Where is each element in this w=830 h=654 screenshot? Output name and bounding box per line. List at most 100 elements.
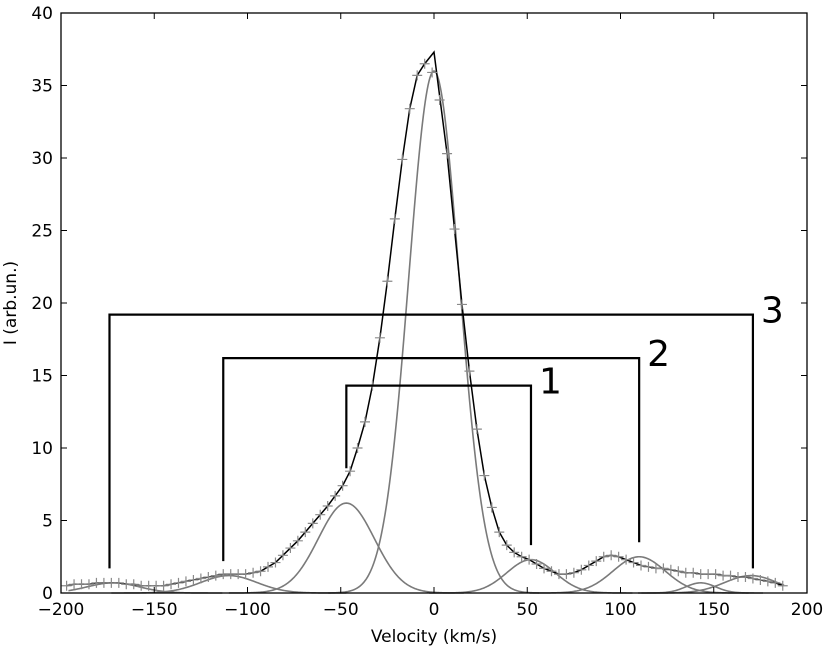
observed-point	[598, 551, 609, 562]
observed-point	[621, 554, 632, 565]
bracket-1	[345, 384, 533, 546]
component-curve-2	[228, 502, 464, 594]
component-curve-5	[529, 555, 749, 594]
observed-point	[665, 564, 676, 575]
observed-point	[531, 559, 542, 569]
x-axis-label: Velocity (km/s)	[371, 627, 497, 647]
x-tick-label: −150	[131, 600, 178, 620]
observed-point	[300, 527, 311, 538]
observed-point	[546, 566, 557, 577]
observed-point	[524, 554, 535, 565]
observed-point	[643, 561, 654, 572]
observed-point	[359, 416, 370, 427]
observed-point	[673, 566, 684, 577]
observed-point	[755, 574, 766, 585]
x-tick-label: 100	[604, 600, 636, 620]
bracket-3	[108, 313, 755, 569]
observed-point	[412, 70, 423, 81]
bracket-2	[222, 357, 641, 562]
observed-point	[195, 573, 206, 584]
observed-point	[762, 576, 773, 587]
observed-point	[382, 276, 393, 287]
y-axis-label: I (arb.un.)	[1, 261, 21, 345]
observed-point	[494, 527, 505, 538]
observed-point	[263, 561, 274, 572]
observed-point	[255, 566, 266, 577]
observed-point	[315, 509, 326, 520]
observed-point	[337, 480, 348, 491]
component-curve-1	[328, 70, 540, 594]
observed-point	[248, 567, 259, 578]
observed-point	[307, 518, 318, 529]
observed-point	[434, 95, 445, 105]
observed-point	[486, 502, 497, 513]
observed-point	[292, 535, 303, 546]
plot-frame	[60, 12, 808, 594]
x-tick-label: 200	[791, 600, 823, 620]
curves-layer	[66, 50, 785, 594]
brackets-layer: 1 2 3	[108, 291, 784, 569]
observed-point	[509, 547, 520, 558]
observed-point	[725, 570, 736, 581]
observed-point	[636, 560, 647, 571]
observed-point	[464, 366, 475, 377]
observed-point	[613, 551, 624, 562]
observed-point	[158, 580, 169, 591]
component-curve-7	[641, 574, 785, 594]
observed-point	[345, 466, 356, 477]
observed-point	[419, 58, 430, 69]
observed-point	[404, 103, 415, 114]
observed-point	[427, 67, 438, 78]
y-tick-label: 5	[42, 512, 53, 532]
observed-point	[747, 573, 758, 584]
total-fit-curve	[66, 50, 784, 587]
observed-point	[471, 424, 482, 435]
observed-point	[203, 572, 214, 583]
y-tick-label: 15	[31, 367, 53, 387]
observed-point	[352, 443, 363, 453]
observed-point	[568, 567, 579, 578]
observed-point	[166, 579, 177, 590]
y-tick-label: 35	[31, 77, 53, 97]
x-tick-label: 50	[516, 600, 538, 620]
observed-point	[770, 577, 781, 588]
observed-point	[516, 551, 527, 562]
observed-point	[740, 572, 751, 583]
observed-point	[561, 569, 572, 580]
observed-point	[61, 580, 72, 591]
x-tick-label: −100	[224, 600, 271, 620]
bracket-label-2: 2	[647, 334, 670, 375]
observed-point	[449, 224, 460, 235]
observed-point	[128, 579, 139, 590]
x-tick-label: −50	[323, 600, 359, 620]
observed-point	[322, 501, 333, 511]
observed-point	[285, 543, 296, 554]
x-tick-label: 150	[698, 600, 730, 620]
observed-point	[173, 577, 184, 588]
observed-point	[389, 213, 400, 224]
observed-point	[330, 490, 341, 501]
y-tick-label: 40	[31, 4, 53, 24]
x-tick-label: −200	[38, 600, 85, 620]
observed-point	[397, 154, 408, 165]
observed-point	[180, 576, 191, 587]
y-tick-label: 10	[31, 439, 53, 459]
component-curve-4	[111, 574, 347, 594]
observed-point	[501, 540, 512, 551]
observed-points-layer	[61, 58, 788, 591]
observed-point	[277, 550, 288, 561]
y-tick-label: 20	[31, 294, 53, 314]
observed-point	[188, 574, 199, 585]
component-curve-3	[429, 558, 633, 594]
observed-point	[456, 299, 467, 310]
observed-point	[777, 580, 788, 591]
observed-point	[628, 557, 639, 568]
observed-point	[658, 563, 669, 574]
y-tick-label: 25	[31, 222, 53, 242]
observed-point	[442, 148, 453, 159]
observed-point	[688, 567, 699, 578]
x-tick-label: 0	[429, 600, 440, 620]
bracket-label-1: 1	[539, 362, 562, 403]
observed-point	[374, 332, 385, 343]
